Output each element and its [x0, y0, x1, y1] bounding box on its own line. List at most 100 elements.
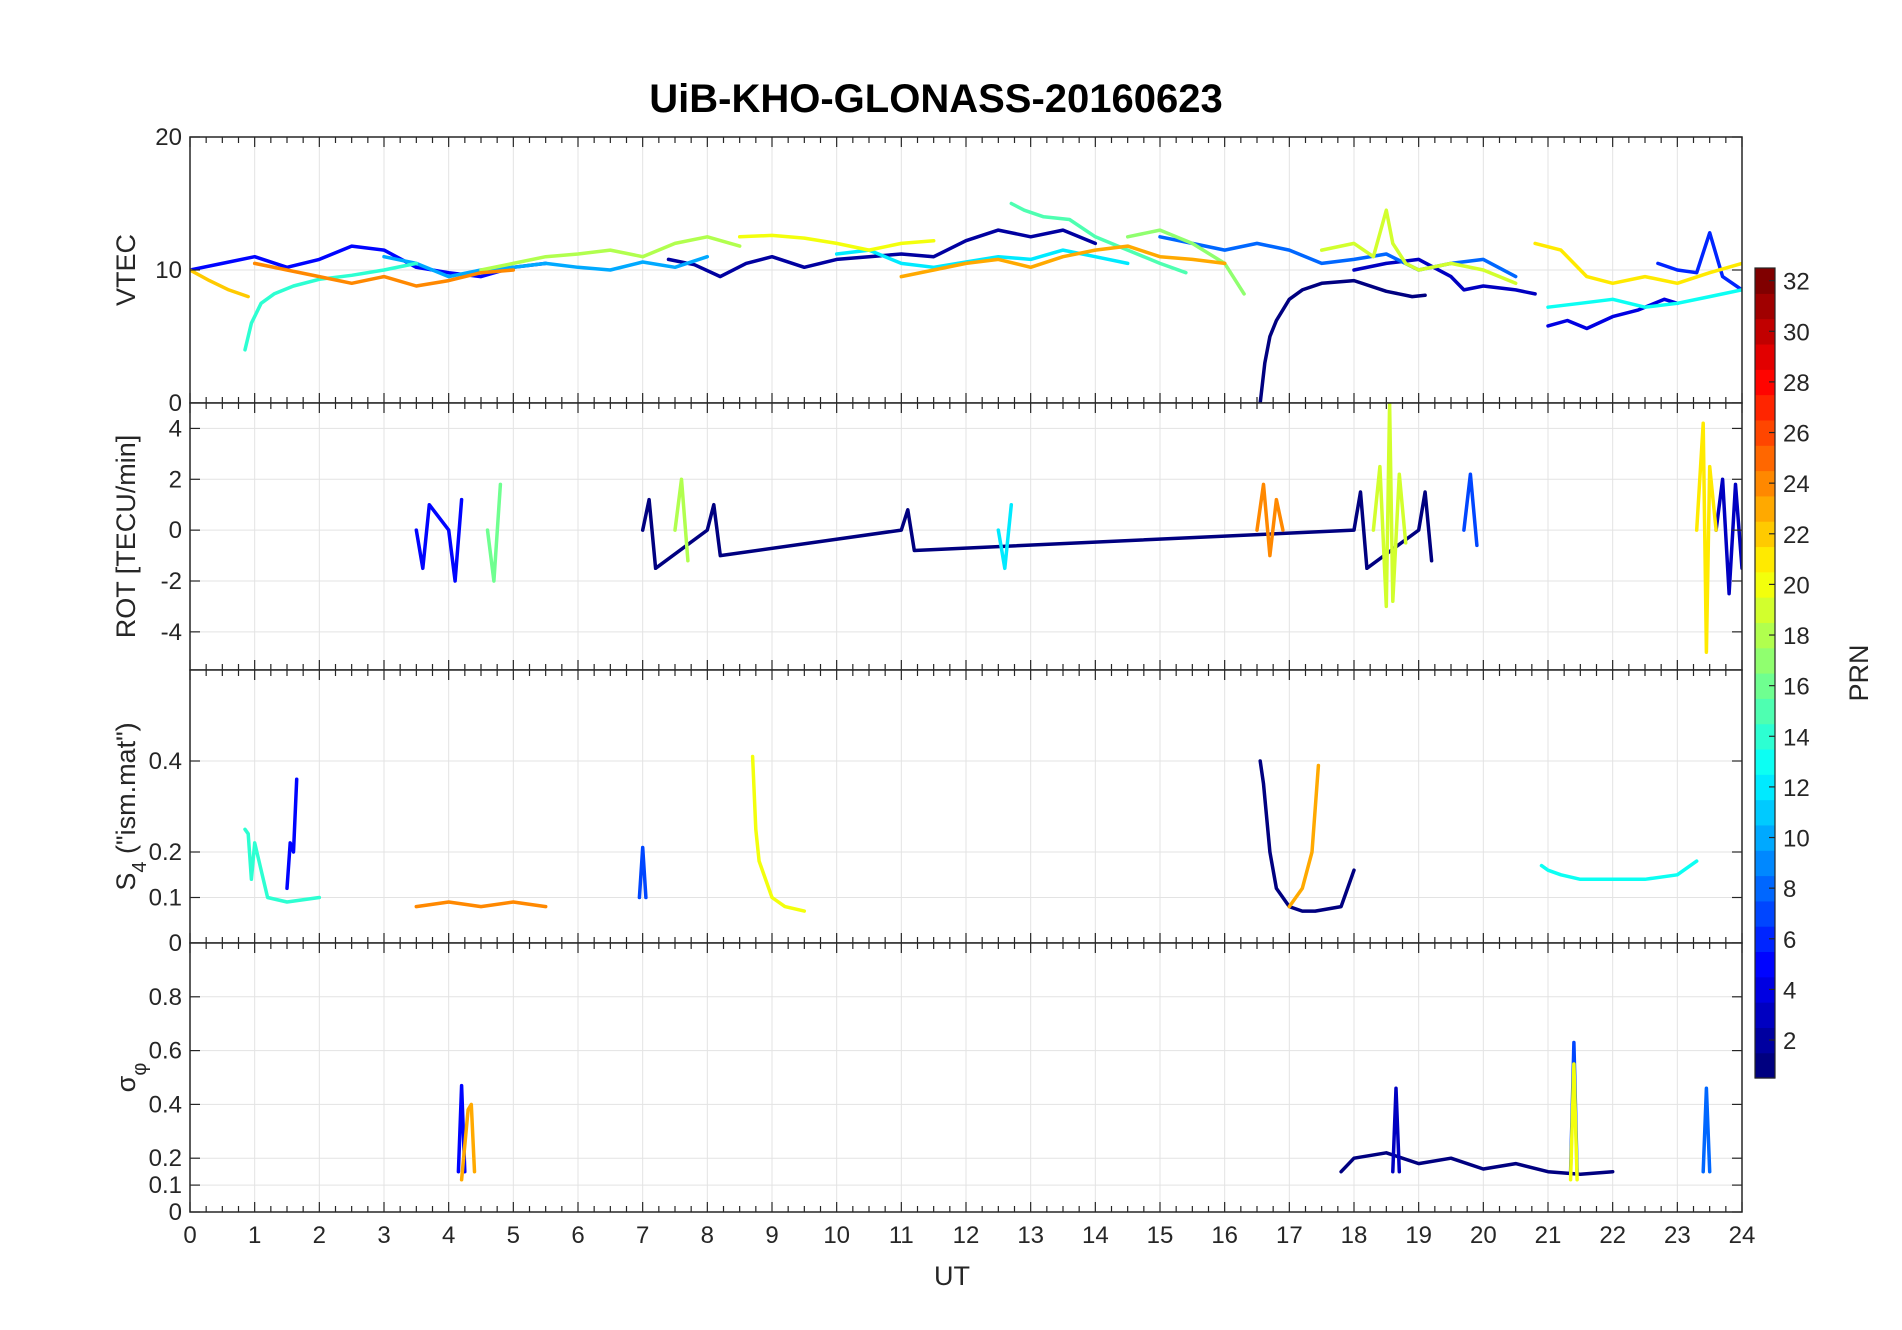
- series-line-prn-5: [285, 777, 299, 891]
- y-tick-label: 0: [169, 1199, 182, 1226]
- colorbar-segment: [1755, 900, 1775, 927]
- colorbar-segment: [1755, 419, 1775, 446]
- panel-3: 0 0.1 0.2 0.4S4 ("ism.mat"): [111, 669, 1743, 957]
- colorbar-tick-label: 32: [1783, 269, 1810, 296]
- series-line-prn-4: [1546, 297, 1680, 331]
- series-line-prn-24: [414, 900, 548, 909]
- series-line-prn-1: [1339, 1151, 1615, 1177]
- y-axis-label: ROT [TECU/min]: [111, 435, 141, 639]
- y-tick-label: 0: [169, 930, 182, 957]
- y-tick-label: 10: [155, 257, 182, 284]
- series-line-prn-15: [1009, 201, 1188, 275]
- series-line-prn-14: [243, 827, 322, 904]
- series-line-prn-17: [1125, 228, 1246, 296]
- x-tick-label: 4: [442, 1222, 455, 1249]
- series-line-prn-18: [673, 477, 690, 563]
- colorbar-segment: [1755, 546, 1775, 573]
- series-line-prn-3: [1391, 1086, 1402, 1174]
- series-line-prn-19: [1371, 403, 1408, 609]
- colorbar-segment: [1755, 875, 1775, 902]
- colorbar-segment: [1755, 774, 1775, 801]
- colorbar-tick-label: 20: [1783, 572, 1810, 599]
- y-tick-label: -4: [161, 619, 182, 646]
- colorbar-segment: [1755, 1002, 1775, 1028]
- y-axis-label: S4 ("ism.mat"): [111, 722, 151, 890]
- series-group: [456, 1040, 1712, 1182]
- series-line-prn-3: [1714, 477, 1742, 596]
- x-tick-label: 24: [1729, 1222, 1756, 1249]
- colorbar-segment: [1755, 1027, 1775, 1054]
- x-tick-label: 9: [765, 1222, 778, 1249]
- y-tick-label: 2: [169, 466, 182, 493]
- colorbar-segment: [1755, 495, 1775, 522]
- y-tick-label: 0.2: [149, 839, 182, 866]
- colorbar-segment: [1755, 369, 1775, 396]
- colorbar-frame: [1754, 267, 1776, 1079]
- x-tick-label: 0: [183, 1222, 196, 1249]
- series-line-prn-1: [1258, 278, 1427, 403]
- y-tick-label: 0.8: [149, 984, 182, 1011]
- colorbar-segment: [1755, 723, 1775, 750]
- x-tick-label: 3: [377, 1222, 390, 1249]
- series-group: [243, 754, 1699, 913]
- colorbar-segment: [1755, 268, 1775, 294]
- y-tick-label: 0.2: [149, 1145, 182, 1172]
- series-line-prn-7: [1462, 472, 1479, 548]
- panel-1: 0 10 20 VTEC: [111, 124, 1743, 417]
- series-line-prn-8: [1701, 1086, 1712, 1174]
- colorbar-segment: [1755, 597, 1775, 623]
- series-line-prn-10: [382, 254, 710, 279]
- x-tick-label: 18: [1341, 1222, 1368, 1249]
- colorbar-tick-label: 28: [1783, 370, 1810, 397]
- colorbar-tick-label: 4: [1783, 977, 1796, 1004]
- x-tick-label: 19: [1405, 1222, 1432, 1249]
- colorbar-tick-label: 2: [1783, 1028, 1796, 1055]
- colorbar-segment: [1755, 622, 1775, 649]
- panel-2: -4 -2 0 2 4 ROT [TECU/min]: [111, 402, 1743, 671]
- x-tick-label: 20: [1470, 1222, 1497, 1249]
- x-tick-label: 7: [636, 1222, 649, 1249]
- series-line-prn-2: [666, 228, 1098, 279]
- colorbar-segment: [1755, 926, 1775, 953]
- series-line-prn-12: [996, 502, 1014, 571]
- y-tick-label: 0: [169, 517, 182, 544]
- series-line-prn-6: [1656, 231, 1742, 292]
- x-tick-label: 22: [1599, 1222, 1626, 1249]
- x-tick-label: 13: [1017, 1222, 1044, 1249]
- x-tick-label: 2: [313, 1222, 326, 1249]
- colorbar-label: PRN: [1844, 644, 1874, 701]
- series-line-prn-3: [1352, 257, 1537, 296]
- x-tick-label: 10: [823, 1222, 850, 1249]
- y-tick-label: 0.1: [149, 885, 182, 912]
- colorbar-segment: [1755, 1052, 1775, 1079]
- colorbar-tick-label: 12: [1783, 775, 1810, 802]
- panel-4: 00.10.2 0.4 0.6 0.8 σφ: [111, 942, 1743, 1226]
- colorbar-segment: [1755, 343, 1775, 370]
- series-line-prn-1: [640, 490, 1434, 571]
- colorbar-segment: [1755, 850, 1775, 877]
- x-tick-label: 12: [953, 1222, 980, 1249]
- colorbar-tick-label: 22: [1783, 522, 1810, 549]
- series-line-prn-20: [737, 233, 936, 252]
- y-tick-label: 4: [169, 415, 182, 442]
- y-axis-label: σφ: [111, 1063, 151, 1093]
- y-axis-label: VTEC: [111, 234, 141, 306]
- series-line-prn-5: [190, 244, 548, 279]
- colorbar-segment: [1755, 571, 1775, 598]
- colorbar-segment: [1755, 394, 1775, 421]
- series-line-prn-24: [1255, 482, 1285, 558]
- colorbar-tick-label: 30: [1783, 319, 1810, 346]
- y-tick-label: 0.6: [149, 1038, 182, 1065]
- colorbar-segment: [1755, 470, 1775, 497]
- colorbar-tick-label: 26: [1783, 421, 1810, 448]
- series-line-prn-18: [479, 235, 742, 272]
- x-tick-label: 16: [1211, 1222, 1238, 1249]
- x-tick-label: 23: [1664, 1222, 1691, 1249]
- series-line-prn-14: [243, 261, 419, 352]
- series-line-prn-23: [1287, 763, 1321, 909]
- colorbar-tick-label: 18: [1783, 623, 1810, 650]
- x-tick-label: 6: [571, 1222, 584, 1249]
- y-tick-label: -2: [161, 568, 182, 595]
